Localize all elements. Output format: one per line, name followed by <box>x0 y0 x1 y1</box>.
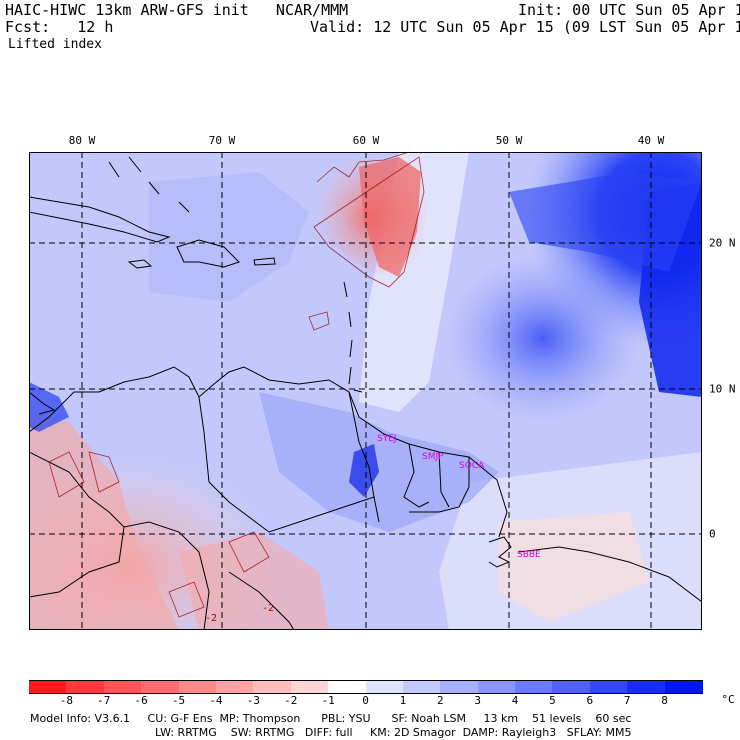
colorbar-swatch <box>440 680 479 694</box>
colorbar-swatch <box>515 680 554 694</box>
colorbar-swatch <box>253 680 292 694</box>
lat-label-10n: 10 N <box>709 382 736 396</box>
colorbar-tick-label: -1 <box>321 694 335 707</box>
colorbar-swatch <box>328 680 367 694</box>
colorbar-swatch <box>552 680 591 694</box>
colorbar-tick-label: -6 <box>134 694 148 707</box>
colorbar-tick-label: 6 <box>586 694 594 707</box>
lon-label-70w: 70 W <box>208 134 236 147</box>
colorbar-swatch <box>103 680 142 694</box>
station-label-smjp: SMJP <box>422 452 444 462</box>
colorbar-tick-label: 7 <box>623 694 631 707</box>
field-name: Lifted index <box>8 37 102 52</box>
lon-label-50w: 50 W <box>495 134 523 147</box>
colorbar-tick-label: 2 <box>436 694 444 707</box>
station-label-syej: SYEJ <box>377 434 397 444</box>
colorbar-swatch <box>664 680 703 694</box>
colorbar-swatch <box>66 680 105 694</box>
init-time: Init: 00 UTC Sun 05 Apr 15 <box>518 1 740 19</box>
colorbar-swatch <box>402 680 441 694</box>
colorbar-swatch <box>290 680 329 694</box>
lifted-index-map: SYEJ SMJP SOCA SBBE -2 -2 <box>29 152 702 630</box>
model-info-line1: Model Info: V3.6.1 CU: G-F Ens MP: Thomp… <box>30 712 632 725</box>
model-info-line2: LW: RRTMG SW: RRTMG DIFF: full KM: 2D Sm… <box>155 726 632 739</box>
forecast-hour: Fcst: 12 h <box>5 18 114 36</box>
colorbar-swatch <box>589 680 628 694</box>
colorbar-swatch <box>141 680 180 694</box>
contour-label: -2 <box>262 603 274 614</box>
valid-time: Valid: 12 UTC Sun 05 Apr 15 (09 LST Sun … <box>310 18 740 36</box>
lat-label-0: 0 <box>709 527 716 541</box>
colorbar-swatch <box>477 680 516 694</box>
colorbar-swatch <box>627 680 666 694</box>
contour-label: -2 <box>205 613 217 624</box>
station-label-sbbe: SBBE <box>517 550 541 560</box>
lon-label-40w: 40 W <box>637 134 665 147</box>
map-title: HAIC-HIWC 13km ARW-GFS init NCAR/MMM <box>5 1 349 19</box>
colorbar-swatch <box>365 680 404 694</box>
lon-label-80w: 80 W <box>68 134 96 147</box>
colorbar-tick-label: -2 <box>284 694 298 707</box>
colorbar-unit: °C <box>721 693 735 706</box>
colorbar-tick-label: 1 <box>399 694 407 707</box>
colorbar-swatch <box>215 680 254 694</box>
colorbar-tick-label: 0 <box>362 694 369 707</box>
colorbar-tick-label: -7 <box>97 694 111 707</box>
colorbar-swatch <box>178 680 217 694</box>
colorbar-tick-label: 3 <box>474 694 481 707</box>
lon-label-60w: 60 W <box>352 134 380 147</box>
colorbar-tick-label: 5 <box>549 694 556 707</box>
colorbar-swatch <box>29 680 67 694</box>
colorbar-tick-label: -8 <box>59 694 73 707</box>
colorbar-tick-label: -3 <box>246 694 260 707</box>
station-label-soca: SOCA <box>459 461 485 471</box>
colorbar-tick-label: -4 <box>209 694 223 707</box>
colorbar-tick-label: -5 <box>171 694 186 707</box>
colorbar-tick-label: 4 <box>511 694 519 707</box>
colorbar-tick-label: 8 <box>661 694 668 707</box>
lat-label-20n: 20 N <box>709 236 736 250</box>
